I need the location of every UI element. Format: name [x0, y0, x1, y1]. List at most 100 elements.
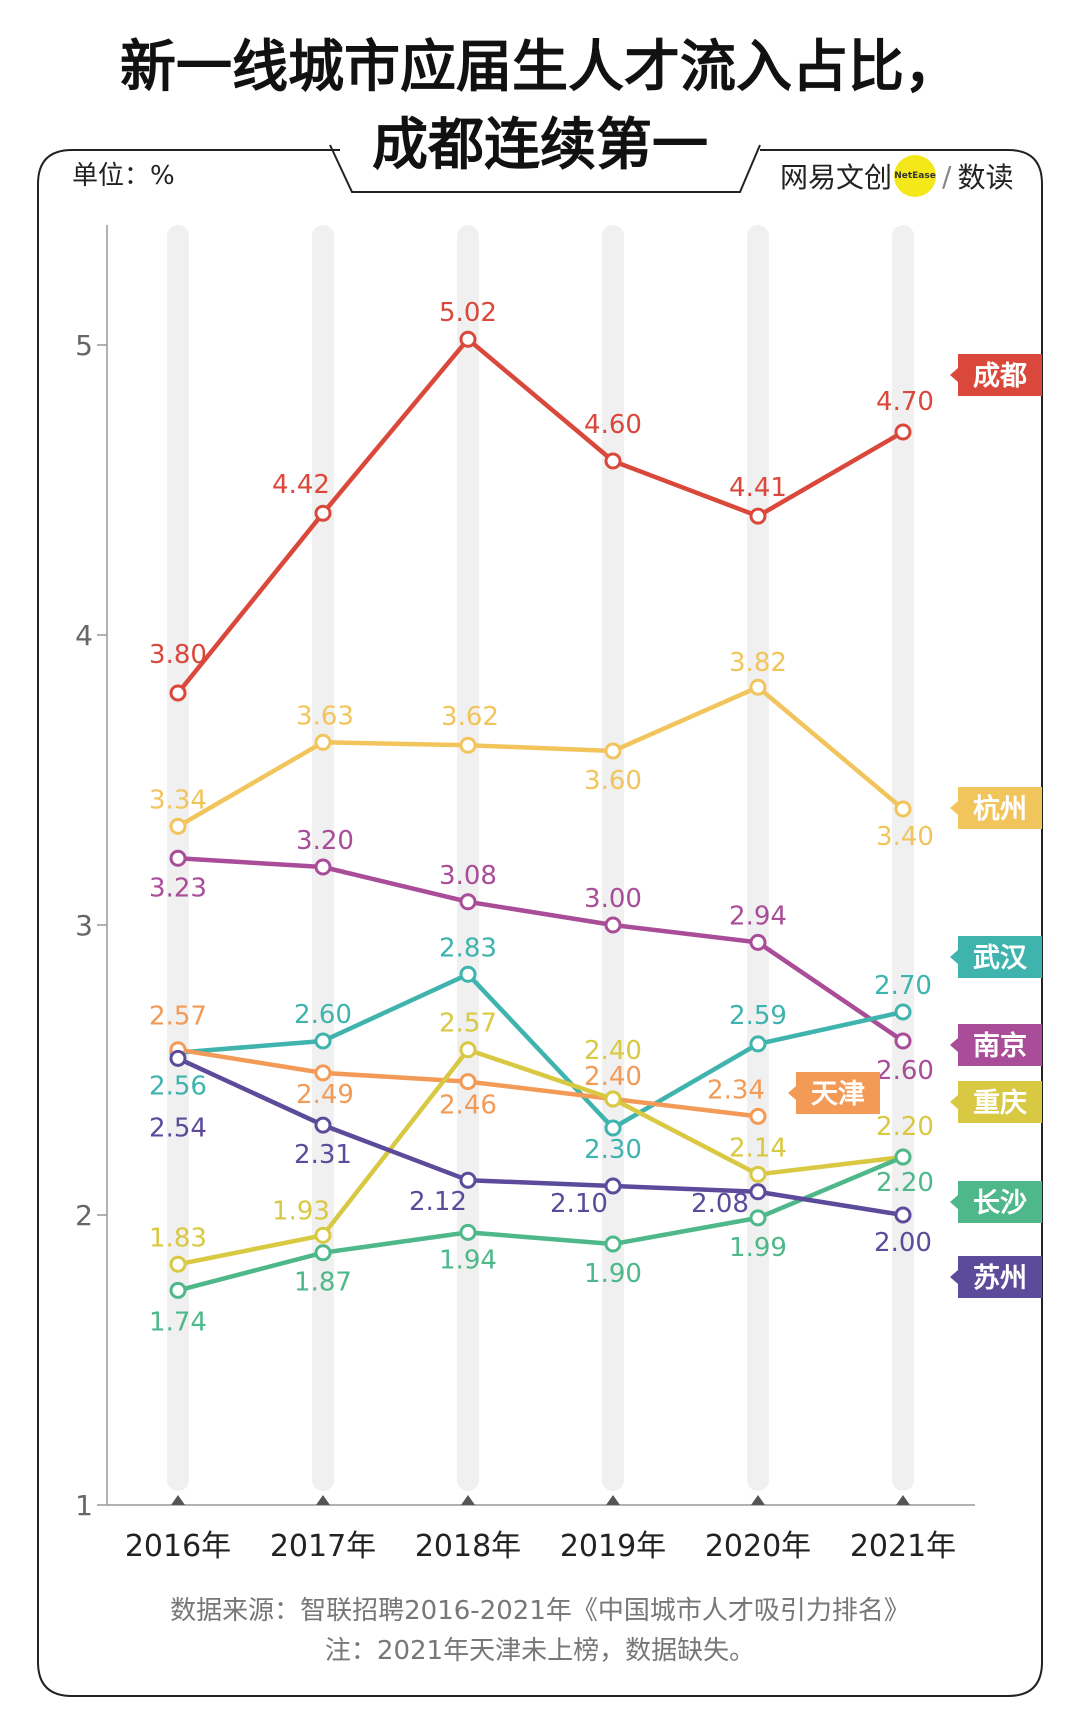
- legend-label-suzhou: 苏州: [973, 1263, 1027, 1294]
- legend-label-tianjin: 天津: [811, 1079, 865, 1110]
- year-marker: [171, 1495, 185, 1505]
- data-label-changsha: 2.20: [876, 1168, 934, 1198]
- x-tick-label: 2020年: [705, 1529, 811, 1564]
- data-point-suzhou: [604, 1177, 622, 1195]
- data-label-chongqing: 2.14: [729, 1133, 787, 1163]
- data-label-changsha: 1.90: [584, 1259, 642, 1289]
- legend-tag-pointer: [788, 1086, 796, 1100]
- brand-logo: 网易文创 NetEase / 数读: [780, 155, 1013, 197]
- data-labels: 3.80 4.42 5.02 4.60 4.41 4.70 3.34 3.63 3.62 3.60…: [149, 298, 934, 1337]
- legend-tag-tianjin: [796, 1072, 880, 1114]
- brand-slash: /: [942, 159, 952, 193]
- data-label-tianjin: 2.46: [439, 1091, 497, 1121]
- data-label-nanjing: 2.60: [876, 1056, 934, 1086]
- legend-label-chengdu: 成都: [973, 361, 1027, 392]
- data-label-chengdu: 4.70: [876, 387, 934, 417]
- series-line-chongqing: [177, 1047, 904, 1267]
- data-label-chongqing: 2.40: [584, 1036, 642, 1066]
- series-points: [169, 330, 912, 1299]
- unit-label: 单位：%: [72, 161, 175, 191]
- data-point-hangzhou: [894, 800, 912, 818]
- data-point-changsha: [459, 1223, 477, 1241]
- x-tick-label: 2017年: [270, 1529, 376, 1564]
- data-label-suzhou: 2.10: [550, 1189, 608, 1219]
- legend-tag-chongqing: [958, 1081, 1042, 1123]
- data-point-wuhan: [459, 965, 477, 983]
- legend-tag-pointer: [950, 368, 958, 382]
- footnote: 注：2021年天津未上榜，数据缺失。: [324, 1636, 756, 1666]
- series-line-suzhou: [177, 1056, 904, 1218]
- data-label-chengdu: 4.42: [272, 470, 330, 500]
- data-point-hangzhou: [749, 678, 767, 696]
- y-tick-label: 2: [75, 1199, 93, 1232]
- data-label-nanjing: 3.08: [439, 861, 497, 891]
- data-label-wuhan: 2.83: [439, 933, 497, 963]
- data-label-chengdu: 3.80: [149, 640, 207, 670]
- data-point-suzhou: [894, 1206, 912, 1224]
- data-point-chongqing: [604, 1090, 622, 1108]
- series-lines: [176, 336, 905, 1293]
- data-label-tianjin: 2.40: [584, 1062, 642, 1092]
- legend-tag-suzhou: [958, 1256, 1042, 1298]
- data-label-wuhan: 2.30: [584, 1135, 642, 1165]
- data-label-hangzhou: 3.82: [729, 648, 787, 678]
- data-point-suzhou: [749, 1183, 767, 1201]
- data-label-hangzhou: 3.62: [441, 702, 499, 732]
- chart-axes: 1 2 3 4 5 2016年 2017年 2018年 2019年 2020年 2021年: [75, 225, 975, 1564]
- data-label-chongqing: 1.93: [272, 1196, 330, 1226]
- legend-label-nanjing: 南京: [973, 1030, 1027, 1062]
- data-point-tianjin: [459, 1073, 477, 1091]
- data-point-nanjing: [749, 933, 767, 951]
- data-point-hangzhou: [604, 742, 622, 760]
- series-line-hangzhou: [176, 684, 905, 829]
- data-label-chengdu: 5.02: [439, 298, 497, 328]
- source-note: 数据来源：智联招聘2016-2021年《中国城市人才吸引力排名》: [170, 1596, 910, 1626]
- data-point-changsha: [314, 1244, 332, 1262]
- y-tick-label: 4: [75, 619, 93, 652]
- x-tick-label: 2019年: [560, 1529, 666, 1564]
- data-point-nanjing: [459, 893, 477, 911]
- data-label-changsha: 1.87: [294, 1268, 352, 1298]
- data-label-suzhou: 2.54: [149, 1113, 207, 1143]
- legend-tag-pointer: [950, 950, 958, 964]
- data-point-chongqing: [169, 1255, 187, 1273]
- series-line-nanjing: [177, 856, 905, 1043]
- data-point-suzhou: [459, 1171, 477, 1189]
- year-band: [602, 225, 624, 1491]
- data-label-wuhan: 2.59: [729, 1001, 787, 1031]
- data-point-hangzhou: [314, 733, 332, 751]
- data-point-suzhou: [169, 1049, 187, 1067]
- data-label-hangzhou: 3.60: [584, 766, 642, 796]
- data-point-nanjing: [894, 1032, 912, 1050]
- year-band: [312, 225, 334, 1491]
- year-marker: [896, 1495, 910, 1505]
- data-label-hangzhou: 3.34: [149, 785, 207, 815]
- data-point-wuhan: [314, 1032, 332, 1050]
- data-label-chongqing: 1.83: [149, 1223, 207, 1253]
- data-label-nanjing: 3.00: [584, 884, 642, 914]
- data-label-changsha: 1.99: [729, 1233, 787, 1263]
- legend-label-chongqing: 重庆: [973, 1087, 1027, 1119]
- legend-tag-pointer: [950, 1038, 958, 1052]
- data-point-chengdu: [314, 504, 332, 522]
- data-point-changsha: [894, 1148, 912, 1166]
- year-band: [457, 225, 479, 1491]
- data-point-tianjin: [749, 1107, 767, 1125]
- y-tick-label: 3: [75, 909, 93, 942]
- data-point-changsha: [169, 1281, 187, 1299]
- data-label-chongqing: 2.57: [439, 1009, 497, 1039]
- data-point-chongqing: [314, 1226, 332, 1244]
- legend-tag-pointer: [950, 1270, 958, 1284]
- data-point-hangzhou: [169, 817, 187, 835]
- data-point-hangzhou: [459, 736, 477, 754]
- data-label-wuhan: 2.56: [149, 1072, 207, 1102]
- y-tick-label: 5: [75, 329, 93, 362]
- x-tick-label: 2018年: [415, 1529, 521, 1564]
- series-line-wuhan: [177, 972, 904, 1131]
- chart-title-line1: 新一线城市应届生人才流入占比，: [120, 35, 960, 100]
- data-label-wuhan: 2.70: [874, 971, 932, 1001]
- data-point-chongqing: [749, 1165, 767, 1183]
- chart-title-line2: 成都连续第一: [372, 113, 708, 178]
- data-point-chengdu: [604, 452, 622, 470]
